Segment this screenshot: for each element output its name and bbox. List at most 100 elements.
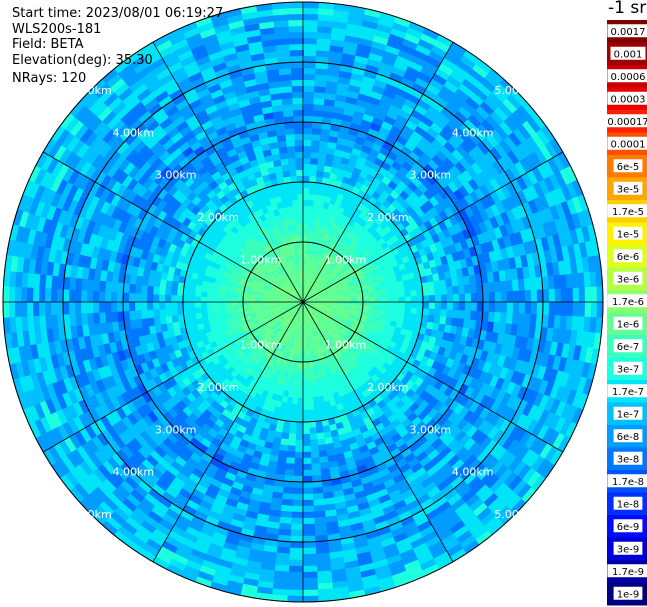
range-gate-cell [305,253,309,261]
range-gate-cell [401,468,415,480]
range-gate-cell [397,312,406,319]
range-gate-cell [308,298,316,301]
range-gate-cell [535,458,551,477]
range-gate-cell [323,274,329,281]
range-gate-cell [363,338,372,346]
range-gate-cell [302,433,311,441]
range-gate-cell [480,272,489,284]
range-gate-cell [303,127,313,135]
range-gate-cell [472,174,486,189]
range-gate-cell [362,585,381,597]
range-gate-cell [447,261,457,272]
range-gate-cell [311,211,318,220]
range-gate-cell [297,331,300,339]
range-gate-cell [434,287,442,296]
range-gate-cell [420,320,429,329]
range-gate-cell [472,63,490,79]
range-gate-cell [170,301,178,309]
range-gate-cell [362,305,370,310]
range-gate-cell [38,300,46,316]
range-gate-cell [408,441,421,454]
range-gate-cell [569,258,579,275]
range-gate-cell [463,118,479,133]
range-gate-cell [324,289,332,294]
range-gate-cell [474,199,486,213]
range-gate-cell [446,309,454,319]
range-gate-cell [361,164,372,174]
range-gate-cell [218,305,226,311]
range-gate-cell [455,326,464,337]
range-gate-cell [303,19,319,27]
range-gate-cell [418,193,430,205]
range-gate-cell [446,493,462,507]
range-gate-cell [493,416,507,431]
range-gate-cell [365,440,377,451]
range-gate-cell [412,161,425,174]
range-gate-cell [305,361,310,369]
range-gate-cell [549,205,561,222]
range-gate-cell [410,483,425,496]
range-gate-cell [384,319,392,326]
range-gate-cell [332,267,340,275]
range-gate-cell [463,217,474,230]
range-gate-cell [324,246,331,254]
range-gate-cell [549,189,562,207]
range-gate-cell [457,484,473,499]
range-gate-cell [577,194,590,213]
range-gate-cell [319,352,325,360]
range-gate-cell [399,328,408,336]
range-gate-cell [506,195,518,211]
range-gate-cell [366,58,383,69]
range-gate-cell [319,309,326,314]
range-gate-cell [476,283,484,294]
range-gate-cell [543,381,555,398]
range-gate-cell [314,296,321,299]
range-gate-cell [331,288,338,293]
range-gate-cell [343,272,351,279]
range-gate-cell [525,452,541,470]
range-gate-cell [459,450,473,465]
range-gate-cell [493,365,504,379]
range-gate-cell [421,314,429,323]
range-gate-cell [531,132,546,150]
range-gate-cell [322,201,330,210]
range-gate-cell [324,253,331,261]
range-gate-cell [527,404,540,421]
range-gate-cell [323,165,333,173]
range-gate-cell [467,413,480,427]
range-gate-cell [323,232,330,241]
range-gate-cell [430,329,439,339]
range-gate-cell [158,301,166,310]
range-gate-cell [206,296,214,302]
range-gate-cell [325,261,332,269]
range-gate-cell [304,277,307,285]
range-gate-cell [566,198,578,216]
range-gate-cell [351,334,359,342]
range-gate-cell [308,241,313,249]
range-gate-cell [304,313,306,321]
range-gate-cell [314,303,322,305]
range-gate-cell [380,94,395,106]
range-gate-cell [320,213,327,221]
range-gate-cell [358,150,370,160]
range-gate-cell [548,288,556,304]
range-gate-cell [316,390,324,398]
range-gate-cell [389,276,398,284]
range-gate-cell [309,163,319,171]
range-gate-cell [306,306,312,312]
range-gate-cell [335,282,342,288]
range-gate-cell [500,392,512,407]
range-gate-cell [505,209,517,224]
range-gate-cell [505,408,518,424]
range-gate-cell [464,193,476,207]
range-gate-cell [312,281,318,288]
range-gate-cell [345,254,353,263]
range-gate-cell [436,479,451,493]
range-gate-cell [495,187,508,203]
range-gate-cell [419,476,434,490]
range-gate-cell [442,450,457,464]
range-gate-cell [534,148,549,165]
range-gate-cell [480,320,489,332]
range-gate-cell [519,157,533,174]
range-gate-cell [307,343,311,351]
